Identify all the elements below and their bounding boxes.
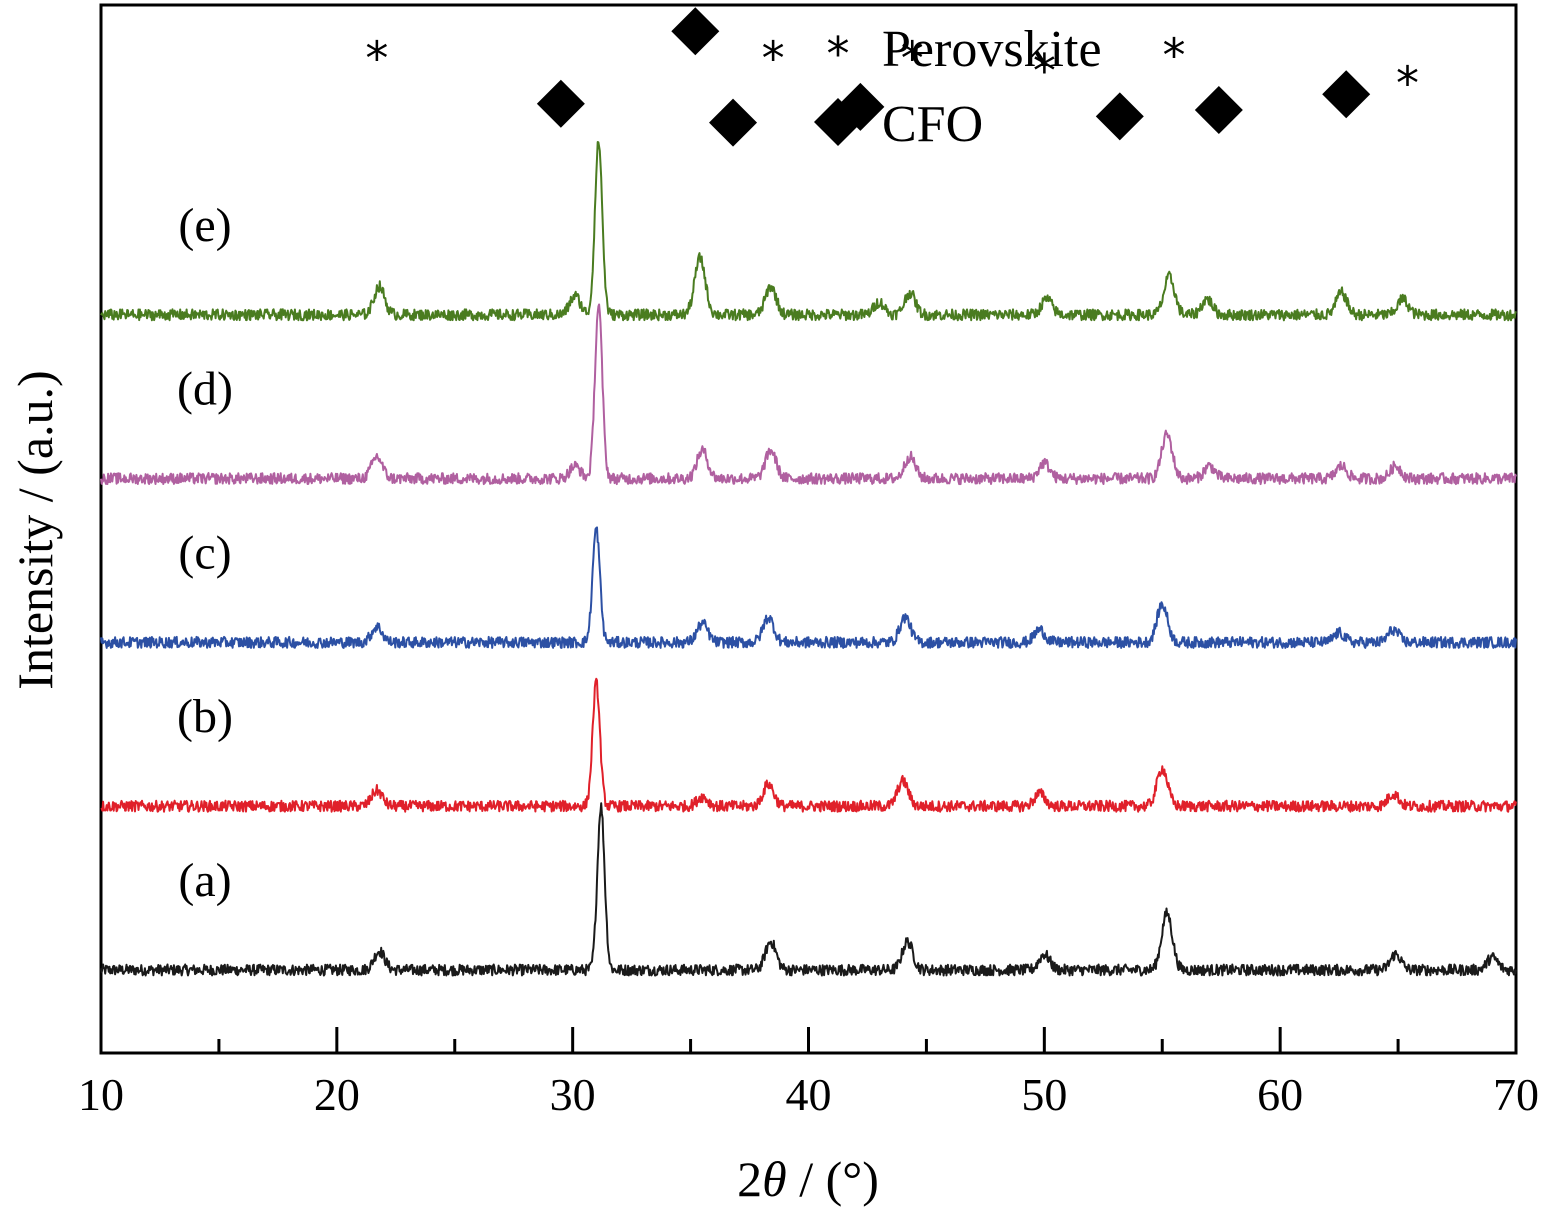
x-tick-label-40: 40 [786, 1069, 832, 1120]
perovskite-star-marker-3: * [901, 32, 924, 86]
perovskite-star-marker-2: * [762, 32, 785, 86]
perovskite-star-marker-5: * [1163, 28, 1186, 82]
y-axis-title: Intensity / (a.u.) [7, 370, 63, 689]
plot-frame [99, 3, 1518, 1055]
series-layer [100, 141, 1517, 977]
x-tick-label-30: 30 [550, 1069, 596, 1120]
series-line-b [100, 677, 1517, 813]
legend-star-icon: * [827, 27, 850, 81]
series-line-d [100, 303, 1517, 486]
x-tick-label-20: 20 [314, 1069, 360, 1120]
curve-labels: (a) (b) (c) (d) (e) [177, 199, 233, 907]
x-axis-title: 2θ / (°) [737, 1151, 879, 1207]
cfo-diamond-marker-11 [1095, 92, 1144, 141]
x-axis-ticks [99, 1027, 1518, 1053]
curve-label-a: (a) [178, 854, 231, 907]
curve-label-d: (d) [177, 363, 233, 416]
x-tick-label-70: 70 [1493, 1069, 1539, 1120]
curve-label-e: (e) [178, 199, 231, 252]
legend-diamond-icon [814, 98, 862, 146]
peak-markers: * * * * * * * [365, 7, 1419, 147]
x-axis-title-symbol: θ [762, 1151, 787, 1207]
legend-perovskite-label: Perovskite [882, 21, 1102, 78]
x-tick-label-50: 50 [1021, 1069, 1067, 1120]
cfo-diamond-marker-9 [709, 98, 758, 147]
perovskite-star-marker-4: * [1033, 44, 1056, 98]
perovskite-star-marker-6: * [1396, 57, 1419, 111]
legend-cfo-label: CFO [882, 96, 983, 153]
cfo-diamond-marker-13 [1322, 70, 1371, 119]
curve-label-b: (b) [177, 690, 233, 743]
x-axis-title-suffix: / (°) [787, 1151, 879, 1207]
series-line-a [100, 802, 1517, 977]
x-tick-label-60: 60 [1257, 1069, 1303, 1120]
cfo-diamond-marker-12 [1194, 86, 1243, 135]
series-line-e [100, 141, 1517, 322]
curve-label-c: (c) [178, 526, 231, 579]
legend: * Perovskite CFO [814, 21, 1102, 153]
cfo-diamond-marker-7 [536, 79, 585, 128]
series-line-c [100, 526, 1517, 649]
x-axis-title-prefix: 2 [737, 1151, 762, 1207]
perovskite-star-marker-0: * [365, 32, 388, 86]
x-tick-label-10: 10 [78, 1069, 124, 1120]
x-axis-tick-labels: 10 20 30 40 50 60 70 [78, 1069, 1539, 1120]
cfo-diamond-marker-8 [671, 7, 720, 56]
